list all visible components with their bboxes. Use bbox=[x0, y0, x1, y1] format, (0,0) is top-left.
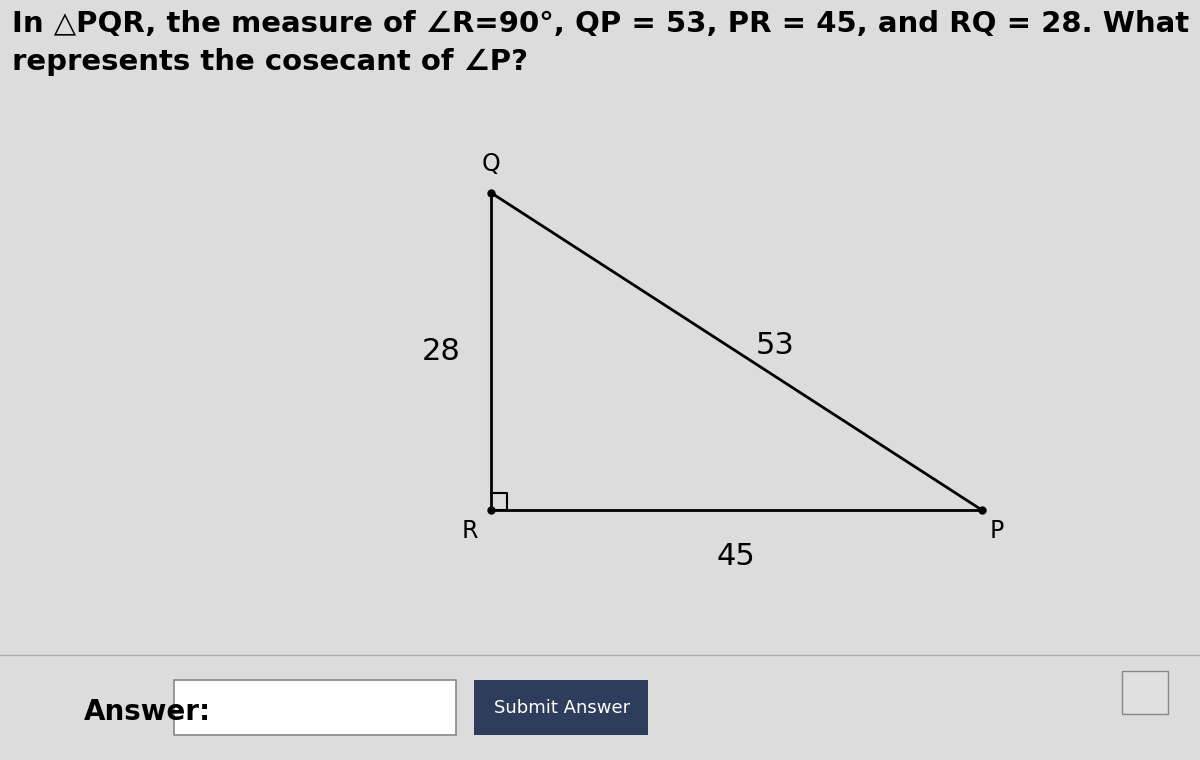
Text: Q: Q bbox=[481, 152, 500, 176]
Text: P: P bbox=[990, 518, 1004, 543]
Text: Answer:: Answer: bbox=[84, 698, 211, 726]
Text: 28: 28 bbox=[421, 337, 461, 366]
Text: R: R bbox=[461, 518, 478, 543]
Text: In △PQR, the measure of ∠R=90°, QP = 53, PR = 45, and RQ = 28. What ratio: In △PQR, the measure of ∠R=90°, QP = 53,… bbox=[12, 10, 1200, 38]
Text: 53: 53 bbox=[756, 331, 794, 360]
FancyBboxPatch shape bbox=[174, 680, 456, 735]
Text: represents the cosecant of ∠P?: represents the cosecant of ∠P? bbox=[12, 49, 528, 77]
FancyBboxPatch shape bbox=[1122, 671, 1168, 714]
FancyBboxPatch shape bbox=[474, 680, 648, 735]
Text: Submit Answer: Submit Answer bbox=[493, 698, 630, 717]
Text: 45: 45 bbox=[716, 542, 756, 571]
